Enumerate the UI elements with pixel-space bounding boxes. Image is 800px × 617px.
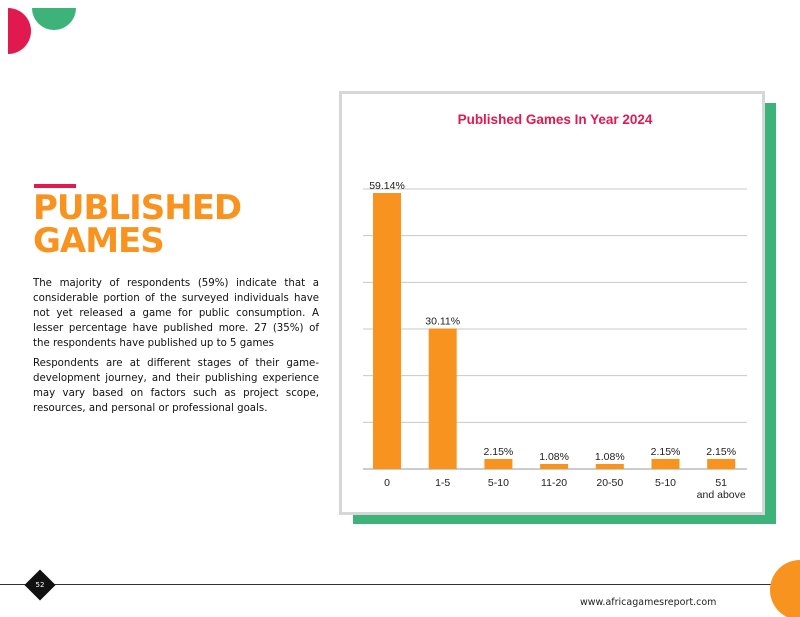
paragraph-1: The majority of respondents (59%) indica…: [33, 278, 319, 349]
chart-card: Published Games In Year 2024 59.14% 30.11…: [339, 91, 765, 515]
bar-0: [373, 193, 401, 469]
data-label-5: 2.15%: [651, 446, 681, 458]
paragraph-2: Respondents are at different stages of t…: [33, 358, 319, 414]
bar-1: [428, 328, 457, 469]
x-tick-label-5: 5-10: [655, 477, 676, 489]
bar-4: [595, 463, 624, 469]
x-tick-label-0: 0: [384, 477, 390, 489]
bar-6: [707, 458, 736, 469]
page-number: 52: [35, 581, 45, 589]
bar-2: [484, 458, 513, 469]
x-tick-label-6: 51 and above: [697, 477, 746, 501]
section-heading: PUBLISHED GAMES: [33, 188, 293, 261]
data-label-0: 59.14%: [369, 180, 405, 192]
bar-5: [651, 458, 680, 469]
data-label-4: 1.08%: [595, 451, 625, 463]
data-label-1: 30.11%: [425, 315, 460, 327]
bar-chart: Published Games In Year 2024 59.14% 30.11…: [363, 112, 747, 501]
data-label-2: 2.15%: [484, 446, 514, 458]
chart-data-labels: 59.14% 30.11% 2.15% 1.08% 1.08% 2.15% 2.15%: [369, 180, 736, 463]
heading-line-1: PUBLISHED: [33, 188, 242, 228]
x-tick-label-2: 5-10: [488, 477, 509, 489]
data-label-6: 2.15%: [706, 446, 736, 458]
heading-accent-line: [34, 184, 76, 188]
logo-green-shape: [32, 8, 76, 30]
section-body: The majority of respondents (59%) indica…: [33, 276, 319, 421]
x-tick-label-1: 1-5: [435, 477, 450, 489]
chart-title: Published Games In Year 2024: [458, 112, 653, 127]
x-tick-label-3: 11-20: [541, 477, 567, 489]
chart-bars: [373, 193, 736, 469]
data-label-3: 1.08%: [539, 451, 569, 463]
footer-divider: [0, 584, 800, 585]
brand-logo: [0, 0, 80, 60]
chart-x-tick-labels: 0 1-5 5-10 11-20 20-50 5-10 51 and above: [384, 477, 746, 501]
logo-pink-shape: [8, 8, 31, 54]
decorative-orange-circle: [770, 560, 800, 617]
chart-gridlines: [363, 188, 747, 470]
footer-url-link[interactable]: www.africagamesreport.com: [580, 597, 717, 608]
x-tick-label-4: 20-50: [596, 477, 623, 489]
heading-line-2: GAMES: [33, 221, 165, 261]
bar-3: [540, 463, 569, 469]
